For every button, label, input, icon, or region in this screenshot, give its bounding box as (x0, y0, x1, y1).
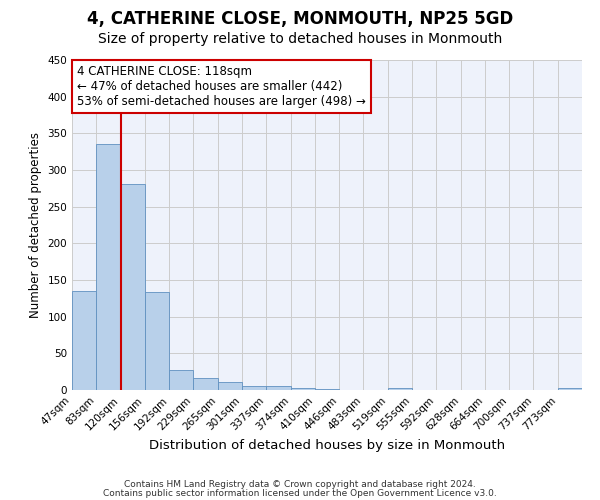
Y-axis label: Number of detached properties: Number of detached properties (29, 132, 42, 318)
Bar (96, 144, 121, 390)
Bar (121, 184, 145, 390)
X-axis label: Distribution of detached houses by size in Monmouth: Distribution of detached houses by size … (149, 438, 505, 452)
Bar (558, 388, 582, 390)
Text: 4 CATHERINE CLOSE: 118sqm
← 47% of detached houses are smaller (442)
53% of semi: 4 CATHERINE CLOSE: 118sqm ← 47% of detac… (77, 65, 366, 108)
Bar (169, 370, 193, 390)
Bar (72, 291, 96, 390)
Bar (193, 378, 218, 390)
Bar (242, 386, 266, 390)
Text: Size of property relative to detached houses in Monmouth: Size of property relative to detached ho… (98, 32, 502, 46)
Bar (290, 388, 315, 390)
Bar (218, 382, 242, 390)
Bar (388, 388, 412, 390)
Text: Contains HM Land Registry data © Crown copyright and database right 2024.: Contains HM Land Registry data © Crown c… (124, 480, 476, 489)
Text: Contains public sector information licensed under the Open Government Licence v3: Contains public sector information licen… (103, 490, 497, 498)
Text: 4, CATHERINE CLOSE, MONMOUTH, NP25 5GD: 4, CATHERINE CLOSE, MONMOUTH, NP25 5GD (87, 10, 513, 28)
Bar (266, 386, 290, 390)
Bar (145, 292, 169, 390)
